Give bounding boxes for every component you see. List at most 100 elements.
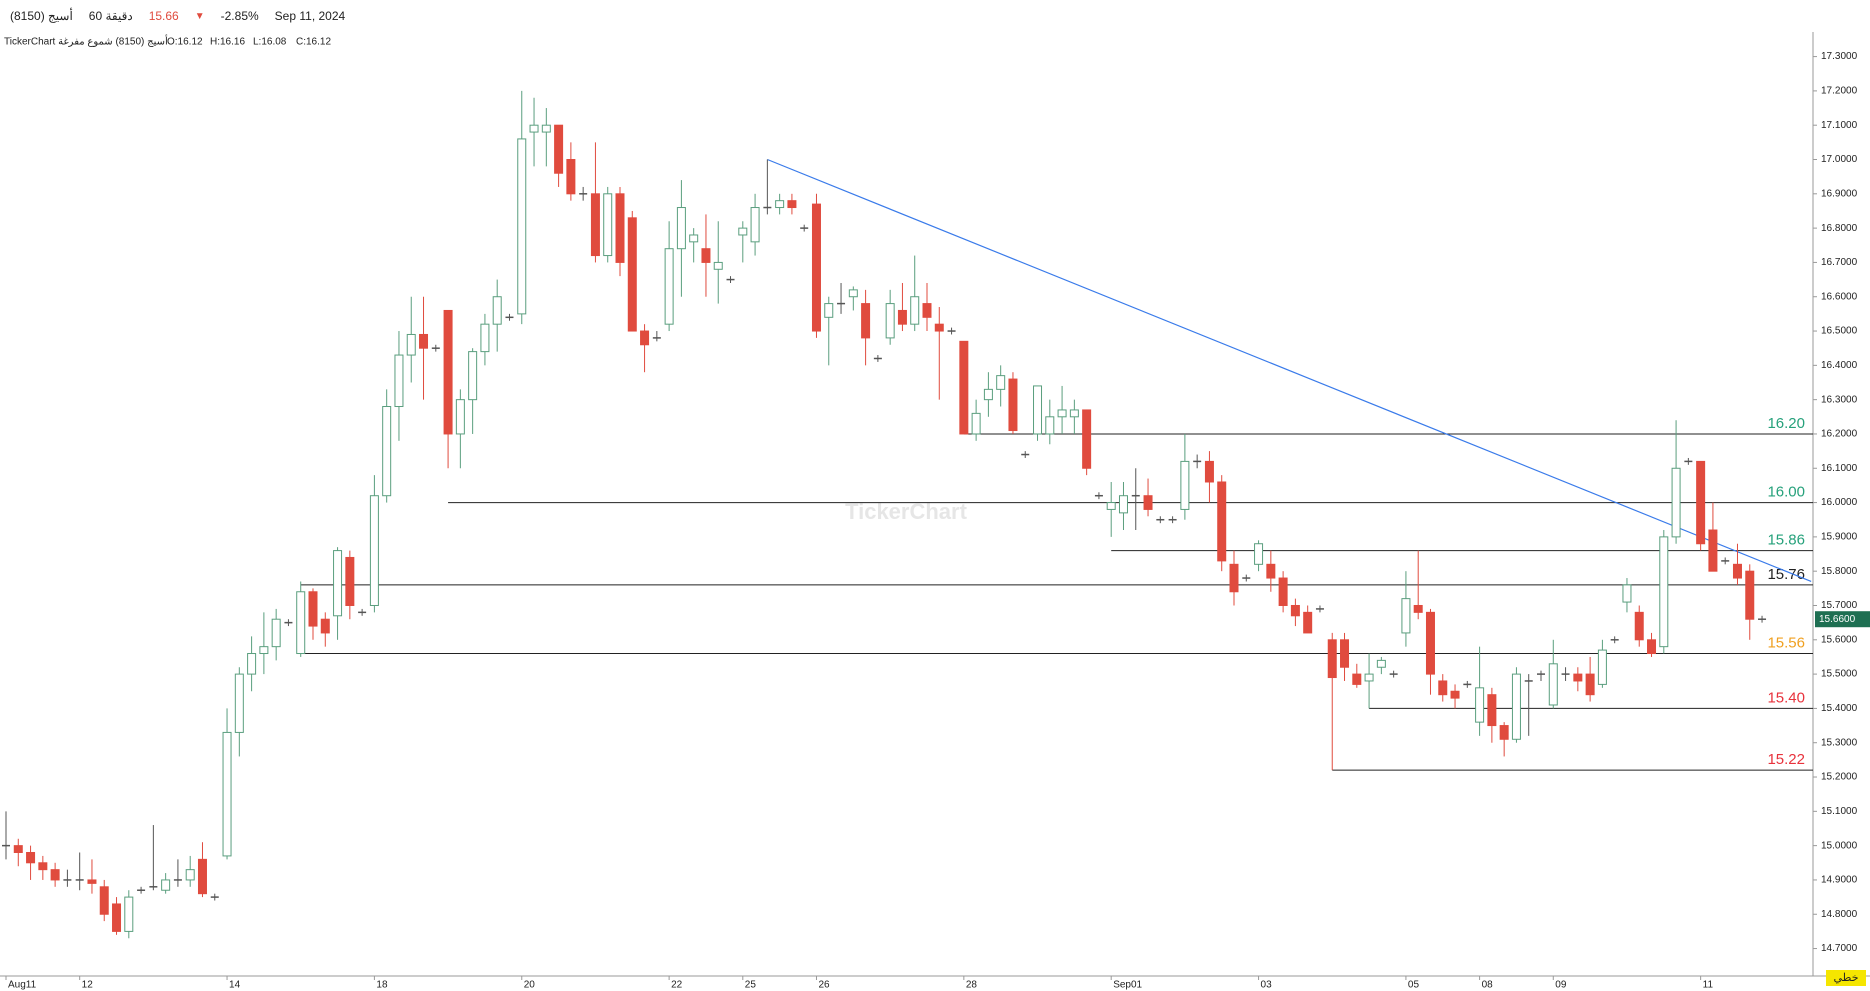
candle-body bbox=[468, 351, 478, 401]
last-price-tag bbox=[1815, 611, 1870, 628]
y-tick-label: 16.6000 bbox=[1821, 291, 1858, 302]
candle-body bbox=[664, 248, 674, 325]
symbol: أسيج (8150) bbox=[10, 9, 73, 23]
candle-body bbox=[1229, 563, 1239, 593]
level-label: 16.00 bbox=[1767, 484, 1805, 501]
y-tick-label: 14.9000 bbox=[1821, 875, 1858, 886]
candle-body bbox=[1290, 604, 1300, 617]
candle-body bbox=[1401, 598, 1411, 634]
chart-type-button[interactable] bbox=[1826, 970, 1866, 986]
candle-body bbox=[112, 903, 122, 932]
y-tick-label: 15.1000 bbox=[1821, 806, 1858, 817]
legend-source: TickerChart أسيج (8150) شموع مفرغة bbox=[4, 35, 168, 48]
candle-body bbox=[910, 296, 920, 325]
candle-body bbox=[38, 862, 48, 871]
candle-body bbox=[1647, 639, 1657, 655]
candle-body bbox=[1254, 543, 1264, 565]
y-tick-label: 15.5000 bbox=[1821, 669, 1858, 680]
candle-body bbox=[296, 591, 306, 655]
candle-body bbox=[971, 412, 981, 435]
y-tick-label: 15.2000 bbox=[1821, 772, 1858, 783]
x-tick-label: 22 bbox=[671, 980, 683, 991]
y-tick-label: 15.4000 bbox=[1821, 703, 1858, 714]
x-tick-label: 05 bbox=[1408, 980, 1420, 991]
y-tick-label: 17.0000 bbox=[1821, 154, 1858, 165]
candle-body bbox=[615, 193, 625, 263]
date: Sep 11, 2024 bbox=[274, 9, 346, 23]
chart-type-label[interactable]: خطي bbox=[1834, 972, 1859, 984]
candle-body bbox=[517, 138, 527, 315]
candle-body bbox=[541, 124, 551, 133]
candle-body bbox=[1511, 673, 1521, 740]
candle-body bbox=[1548, 663, 1558, 706]
candle-body bbox=[455, 399, 465, 435]
candle-body bbox=[1732, 563, 1742, 579]
change: -2.85% bbox=[220, 9, 259, 23]
candle-body bbox=[603, 193, 613, 257]
legend-open: O:16.12 bbox=[167, 37, 203, 48]
candle-body bbox=[824, 303, 834, 318]
level-label: 15.86 bbox=[1767, 532, 1805, 549]
y-tick-label: 17.3000 bbox=[1821, 51, 1858, 62]
candle-body bbox=[701, 248, 711, 263]
candle-body bbox=[443, 309, 453, 435]
price: 15.66 bbox=[148, 9, 179, 23]
candle-body bbox=[13, 845, 23, 853]
legend-high: H:16.16 bbox=[210, 37, 245, 48]
candle-body bbox=[1278, 577, 1288, 606]
y-tick-label: 16.9000 bbox=[1821, 188, 1858, 199]
y-tick-label: 15.6000 bbox=[1821, 634, 1858, 645]
candle-body bbox=[124, 896, 134, 932]
y-tick-label: 16.4000 bbox=[1821, 360, 1858, 371]
candle-body bbox=[50, 869, 60, 881]
candle-body bbox=[566, 159, 576, 195]
candle-body bbox=[1745, 570, 1755, 620]
candle-body bbox=[26, 851, 36, 864]
candle-body bbox=[1008, 378, 1018, 432]
candle-body bbox=[333, 550, 343, 617]
y-tick-label: 14.8000 bbox=[1821, 909, 1858, 920]
candle-body bbox=[689, 234, 699, 243]
candle-body bbox=[775, 200, 785, 209]
legend-close: C:16.12 bbox=[296, 37, 331, 48]
candle-body bbox=[345, 556, 355, 606]
candle-body bbox=[1118, 495, 1128, 514]
y-tick-label: 14.7000 bbox=[1821, 943, 1858, 954]
candle-body bbox=[983, 388, 993, 401]
candle-body bbox=[1069, 409, 1079, 418]
candle-body bbox=[676, 207, 686, 250]
y-tick-label: 15.9000 bbox=[1821, 532, 1858, 543]
candle-body bbox=[1671, 467, 1681, 538]
y-tick-label: 16.7000 bbox=[1821, 257, 1858, 268]
y-tick-label: 15.3000 bbox=[1821, 737, 1858, 748]
candle-body bbox=[1204, 460, 1214, 483]
candle-body bbox=[848, 289, 858, 298]
candle-body bbox=[419, 333, 429, 349]
candle-body bbox=[1659, 536, 1669, 648]
candle-body bbox=[308, 591, 318, 627]
candle-body bbox=[1340, 639, 1350, 668]
candle-body bbox=[861, 303, 871, 339]
candle-body bbox=[934, 323, 944, 332]
level-label: 15.40 bbox=[1767, 689, 1805, 706]
candle-body bbox=[320, 618, 330, 634]
candle-body bbox=[640, 330, 650, 346]
y-tick-label: 16.3000 bbox=[1821, 394, 1858, 405]
y-tick-label: 17.1000 bbox=[1821, 120, 1858, 131]
candle-body bbox=[382, 406, 392, 497]
candle-body bbox=[1499, 725, 1509, 740]
legend-low: L:16.08 bbox=[253, 37, 287, 48]
x-tick-label: Sep01 bbox=[1113, 980, 1142, 991]
candle-body bbox=[480, 323, 490, 353]
candle-body bbox=[406, 333, 416, 356]
x-tick-label: 09 bbox=[1555, 980, 1567, 991]
candle-body bbox=[1425, 611, 1435, 675]
candle-body bbox=[1708, 529, 1718, 572]
candle-body bbox=[885, 303, 895, 339]
x-tick-label: 20 bbox=[524, 980, 536, 991]
candle-body bbox=[1475, 687, 1485, 723]
candle-body bbox=[1573, 673, 1583, 682]
y-tick-label: 16.1000 bbox=[1821, 463, 1858, 474]
x-tick-label: 26 bbox=[818, 980, 830, 991]
